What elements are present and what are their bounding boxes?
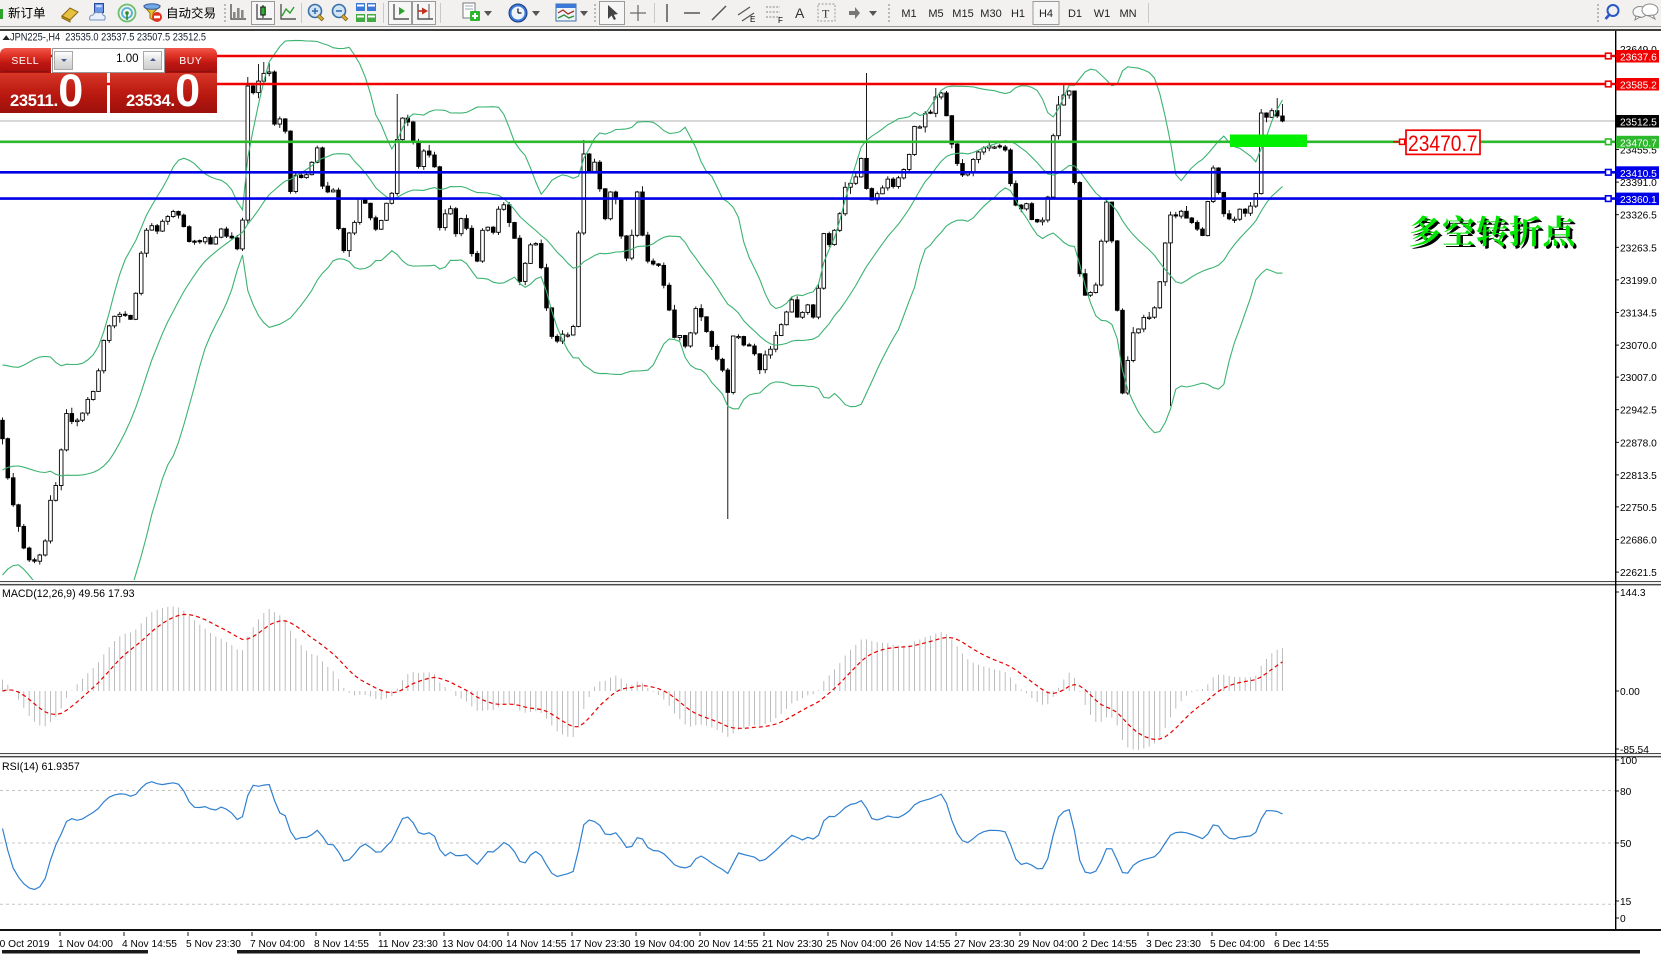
svg-text:23470.7: 23470.7	[1620, 138, 1657, 149]
svg-text:5 Dec 04:00: 5 Dec 04:00	[1210, 939, 1265, 950]
svg-text:0: 0	[1620, 914, 1626, 925]
svg-text:23360.1: 23360.1	[1620, 195, 1657, 206]
svg-text:23637.6: 23637.6	[1620, 53, 1657, 64]
svg-text:23007.0: 23007.0	[1620, 373, 1657, 384]
svg-text:2 Dec 14:55: 2 Dec 14:55	[1082, 939, 1137, 950]
svg-text:23391.0: 23391.0	[1620, 178, 1657, 189]
svg-text:6 Dec 14:55: 6 Dec 14:55	[1274, 939, 1329, 950]
svg-text:M1: M1	[901, 8, 916, 20]
svg-text:144.3: 144.3	[1620, 588, 1646, 599]
svg-text:23134.5: 23134.5	[1620, 309, 1657, 320]
svg-text:23512.5: 23512.5	[1620, 118, 1657, 129]
svg-text:E: E	[750, 15, 755, 24]
svg-text:23470.7: 23470.7	[1408, 131, 1478, 156]
svg-text:100: 100	[1620, 756, 1637, 767]
svg-text:50: 50	[1620, 839, 1632, 850]
svg-text:14 Nov 14:55: 14 Nov 14:55	[506, 939, 567, 950]
svg-text:23455.5: 23455.5	[1620, 146, 1657, 157]
svg-text:80: 80	[1620, 787, 1632, 798]
svg-text:M5: M5	[928, 8, 943, 20]
svg-text:23070.0: 23070.0	[1620, 341, 1657, 352]
svg-text:3 Dec 23:30: 3 Dec 23:30	[1146, 939, 1201, 950]
svg-text:F: F	[778, 16, 783, 25]
svg-text:13 Nov 04:00: 13 Nov 04:00	[442, 939, 503, 950]
svg-text:20 Nov 14:55: 20 Nov 14:55	[698, 939, 759, 950]
svg-text:22621.5: 22621.5	[1620, 568, 1657, 579]
svg-text:MACD(12,26,9) 49.56 17.93: MACD(12,26,9) 49.56 17.93	[2, 588, 135, 600]
svg-text:30 Oct 2019: 30 Oct 2019	[0, 939, 50, 950]
svg-text:0.00: 0.00	[1620, 687, 1640, 698]
svg-text:7 Nov 04:00: 7 Nov 04:00	[250, 939, 305, 950]
svg-text:21 Nov 23:30: 21 Nov 23:30	[762, 939, 823, 950]
svg-text:H1: H1	[1011, 8, 1025, 20]
svg-text:22813.5: 22813.5	[1620, 471, 1657, 482]
svg-text:JPN225-,H4 23535.0 23537.5 23: JPN225-,H4 23535.0 23537.5 23507.5 23512…	[10, 32, 206, 44]
svg-text:H4: H4	[1039, 8, 1053, 20]
svg-text:17 Nov 23:30: 17 Nov 23:30	[570, 939, 631, 950]
svg-text:A: A	[795, 5, 805, 21]
svg-text:22942.5: 22942.5	[1620, 406, 1657, 417]
svg-text:19 Nov 04:00: 19 Nov 04:00	[634, 939, 695, 950]
svg-text:5 Nov 23:30: 5 Nov 23:30	[186, 939, 241, 950]
svg-text:11 Nov 23:30: 11 Nov 23:30	[378, 939, 438, 950]
svg-text:23410.5: 23410.5	[1620, 169, 1657, 180]
svg-text:22686.0: 22686.0	[1620, 536, 1657, 547]
svg-text:22750.5: 22750.5	[1620, 503, 1657, 514]
svg-text:23263.5: 23263.5	[1620, 243, 1657, 254]
svg-text:M15: M15	[952, 8, 973, 20]
svg-text:D1: D1	[1068, 8, 1082, 20]
svg-text:23199.0: 23199.0	[1620, 276, 1657, 287]
svg-text:25 Nov 04:00: 25 Nov 04:00	[826, 939, 887, 950]
svg-text:22878.0: 22878.0	[1620, 438, 1657, 449]
svg-text:-85.54: -85.54	[1620, 745, 1649, 756]
svg-text:1 Nov 04:00: 1 Nov 04:00	[58, 939, 113, 950]
svg-text:8 Nov 14:55: 8 Nov 14:55	[314, 939, 369, 950]
svg-text:23585.2: 23585.2	[1620, 81, 1657, 92]
svg-text:T: T	[822, 7, 830, 21]
svg-text:23326.5: 23326.5	[1620, 211, 1657, 222]
svg-text:26 Nov 14:55: 26 Nov 14:55	[890, 939, 951, 950]
svg-text:MN: MN	[1119, 8, 1136, 20]
svg-text:W1: W1	[1094, 8, 1111, 20]
svg-text:29 Nov 04:00: 29 Nov 04:00	[1018, 939, 1079, 950]
svg-text:4 Nov 14:55: 4 Nov 14:55	[122, 939, 177, 950]
svg-text:RSI(14) 61.9357: RSI(14) 61.9357	[2, 761, 80, 773]
svg-text:27 Nov 23:30: 27 Nov 23:30	[954, 939, 1015, 950]
svg-text:15: 15	[1620, 897, 1632, 908]
svg-text:M30: M30	[980, 8, 1001, 20]
